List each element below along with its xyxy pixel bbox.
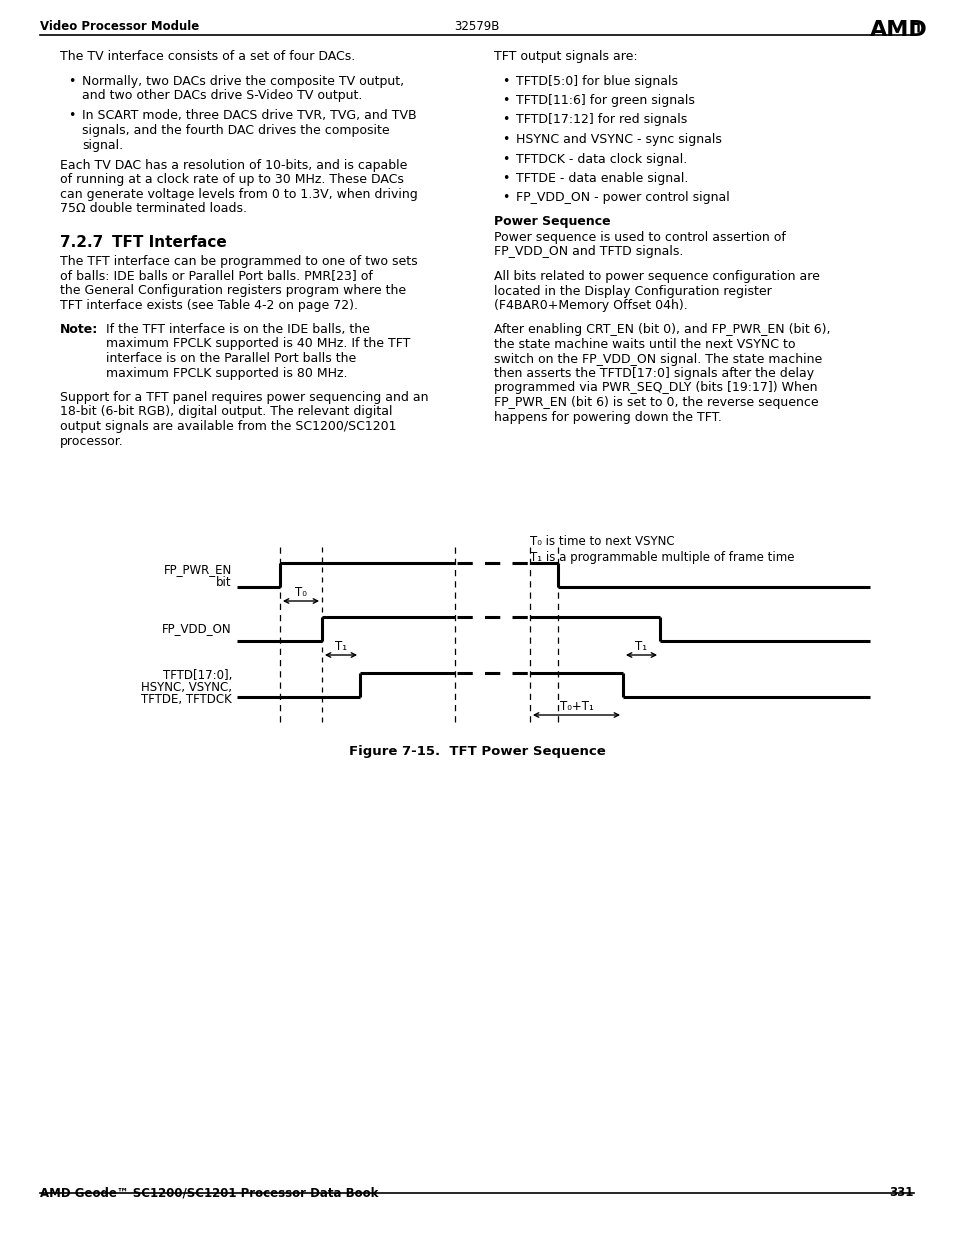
Text: TFTDE - data enable signal.: TFTDE - data enable signal. [516,172,688,185]
Text: output signals are available from the SC1200/SC1201: output signals are available from the SC… [60,420,396,433]
Text: ┓: ┓ [912,19,922,33]
Text: 32579B: 32579B [454,20,499,33]
Text: After enabling CRT_EN (bit 0), and FP_PWR_EN (bit 6),: After enabling CRT_EN (bit 0), and FP_PW… [494,324,830,336]
Text: •: • [501,191,509,205]
Text: •: • [68,74,75,88]
Text: TFT Interface: TFT Interface [112,235,227,249]
Text: T₁: T₁ [335,640,347,653]
Text: AMD Geode™ SC1200/SC1201 Processor Data Book: AMD Geode™ SC1200/SC1201 Processor Data … [40,1186,378,1199]
Text: TFTD[17:0],: TFTD[17:0], [162,669,232,683]
Text: T₁ is a programmable multiple of frame time: T₁ is a programmable multiple of frame t… [530,551,794,564]
Text: 18-bit (6-bit RGB), digital output. The relevant digital: 18-bit (6-bit RGB), digital output. The … [60,405,392,419]
Text: maximum FPCLK supported is 40 MHz. If the TFT: maximum FPCLK supported is 40 MHz. If th… [106,337,410,351]
Text: signals, and the fourth DAC drives the composite: signals, and the fourth DAC drives the c… [82,124,389,137]
Text: •: • [501,133,509,146]
Text: of balls: IDE balls or Parallel Port balls. PMR[23] of: of balls: IDE balls or Parallel Port bal… [60,269,373,283]
Text: AMD: AMD [869,20,926,40]
Text: T₀ is time to next VSYNC: T₀ is time to next VSYNC [530,535,674,548]
Text: •: • [501,94,509,107]
Text: 7.2.7: 7.2.7 [60,235,103,249]
Text: Each TV DAC has a resolution of 10-bits, and is capable: Each TV DAC has a resolution of 10-bits,… [60,159,407,172]
Text: Support for a TFT panel requires power sequencing and an: Support for a TFT panel requires power s… [60,391,428,404]
Text: of running at a clock rate of up to 30 MHz. These DACs: of running at a clock rate of up to 30 M… [60,173,403,186]
Text: •: • [501,114,509,126]
Text: HSYNC and VSYNC - sync signals: HSYNC and VSYNC - sync signals [516,133,721,146]
Text: then asserts the TFTD[17:0] signals after the delay: then asserts the TFTD[17:0] signals afte… [494,367,813,380]
Text: can generate voltage levels from 0 to 1.3V, when driving: can generate voltage levels from 0 to 1.… [60,188,417,201]
Text: processor.: processor. [60,435,124,447]
Text: FP_VDD_ON - power control signal: FP_VDD_ON - power control signal [516,191,729,205]
Text: and two other DACs drive S-Video TV output.: and two other DACs drive S-Video TV outp… [82,89,362,103]
Text: signal.: signal. [82,138,123,152]
Text: All bits related to power sequence configuration are: All bits related to power sequence confi… [494,270,819,283]
Text: •: • [68,110,75,122]
Text: T₀+T₁: T₀+T₁ [559,700,593,713]
Text: TFTDCK - data clock signal.: TFTDCK - data clock signal. [516,152,686,165]
Text: 75Ω double terminated loads.: 75Ω double terminated loads. [60,203,247,215]
Text: Figure 7-15.  TFT Power Sequence: Figure 7-15. TFT Power Sequence [348,745,605,758]
Text: Power Sequence: Power Sequence [494,215,610,228]
Text: the state machine waits until the next VSYNC to: the state machine waits until the next V… [494,338,795,351]
Text: T₀: T₀ [294,585,307,599]
Text: TFTD[5:0] for blue signals: TFTD[5:0] for blue signals [516,74,678,88]
Text: FP_PWR_EN (bit 6) is set to 0, the reverse sequence: FP_PWR_EN (bit 6) is set to 0, the rever… [494,396,818,409]
Text: located in the Display Configuration register: located in the Display Configuration reg… [494,284,771,298]
Text: TFT output signals are:: TFT output signals are: [494,49,637,63]
Text: FP_VDD_ON: FP_VDD_ON [162,622,232,636]
Text: (F4BAR0+Memory Offset 04h).: (F4BAR0+Memory Offset 04h). [494,299,687,312]
Text: TFTD[17:12] for red signals: TFTD[17:12] for red signals [516,114,686,126]
Text: Note:: Note: [60,324,98,336]
Text: interface is on the Parallel Port balls the: interface is on the Parallel Port balls … [106,352,355,366]
Text: TFTDE, TFTDCK: TFTDE, TFTDCK [141,694,232,706]
Text: •: • [501,152,509,165]
Text: programmed via PWR_SEQ_DLY (bits [19:17]) When: programmed via PWR_SEQ_DLY (bits [19:17]… [494,382,817,394]
Text: Normally, two DACs drive the composite TV output,: Normally, two DACs drive the composite T… [82,74,404,88]
Text: Video Processor Module: Video Processor Module [40,20,199,33]
Text: In SCART mode, three DACS drive TVR, TVG, and TVB: In SCART mode, three DACS drive TVR, TVG… [82,110,416,122]
Text: Power sequence is used to control assertion of: Power sequence is used to control assert… [494,231,785,245]
Text: •: • [501,74,509,88]
Text: FP_PWR_EN: FP_PWR_EN [164,563,232,577]
Text: If the TFT interface is on the IDE balls, the: If the TFT interface is on the IDE balls… [106,324,370,336]
Text: the General Configuration registers program where the: the General Configuration registers prog… [60,284,406,296]
Text: The TV interface consists of a set of four DACs.: The TV interface consists of a set of fo… [60,49,355,63]
Text: maximum FPCLK supported is 80 MHz.: maximum FPCLK supported is 80 MHz. [106,367,347,379]
Text: HSYNC, VSYNC,: HSYNC, VSYNC, [141,682,232,694]
Text: TFT interface exists (see Table 4-2 on page 72).: TFT interface exists (see Table 4-2 on p… [60,299,357,311]
Text: FP_VDD_ON and TFTD signals.: FP_VDD_ON and TFTD signals. [494,246,682,258]
Text: 331: 331 [889,1186,913,1199]
Text: T₁: T₁ [635,640,647,653]
Text: •: • [501,172,509,185]
Text: happens for powering down the TFT.: happens for powering down the TFT. [494,410,721,424]
Text: bit: bit [216,576,232,589]
Text: TFTD[11:6] for green signals: TFTD[11:6] for green signals [516,94,694,107]
Text: switch on the FP_VDD_ON signal. The state machine: switch on the FP_VDD_ON signal. The stat… [494,352,821,366]
Text: The TFT interface can be programmed to one of two sets: The TFT interface can be programmed to o… [60,254,417,268]
